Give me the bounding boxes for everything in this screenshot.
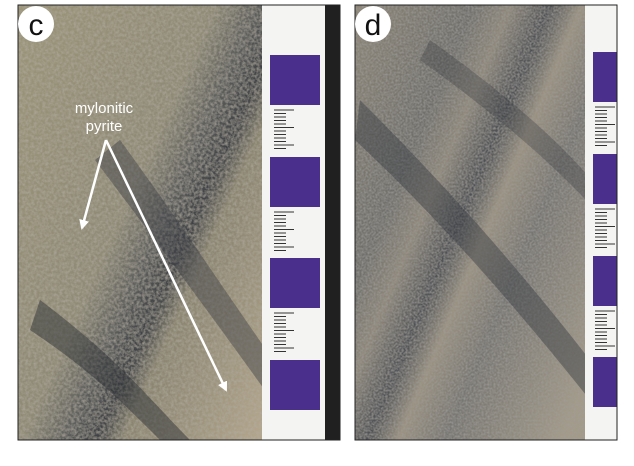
panel-frame — [354, 4, 618, 441]
panel-label: d — [365, 9, 382, 42]
panel-label: c — [29, 9, 44, 42]
label-badge — [355, 6, 391, 42]
arrow — [104, 139, 228, 392]
annotation: mylonitic — [75, 100, 134, 117]
photo-d — [355, 5, 617, 440]
label-badge — [18, 6, 54, 42]
arrow — [79, 139, 108, 230]
annotation: pyrite — [86, 118, 123, 135]
panel-frame — [17, 4, 341, 441]
photo-c — [18, 5, 340, 440]
